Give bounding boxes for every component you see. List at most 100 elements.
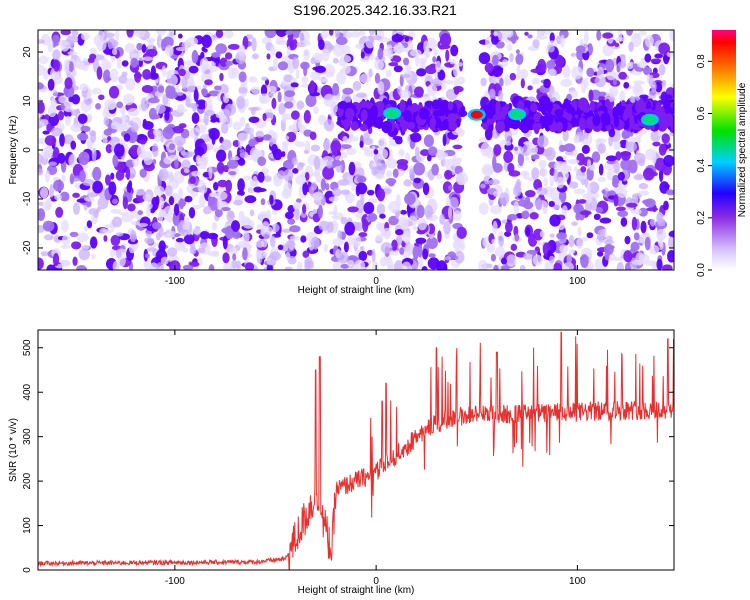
spectrogram-cell (597, 251, 604, 257)
spectrogram-cell (524, 156, 530, 161)
spectrogram-cell (549, 175, 555, 187)
spectrogram-cell (649, 218, 656, 227)
spectrogram-cell (238, 210, 245, 223)
spectrogram-cell (340, 189, 350, 196)
spectrogram-cell (352, 80, 362, 91)
spectrogram-cell (428, 253, 436, 258)
spectrogram-cell (47, 38, 54, 53)
spectrogram-cell (594, 258, 603, 270)
snr-x-ticks: -100 0 100 (165, 330, 586, 587)
spectrogram-cell (320, 30, 329, 39)
spectrogram-cell (561, 205, 568, 217)
spectrogram-cell (536, 187, 548, 196)
spectrogram-cell (231, 67, 240, 78)
spectrogram-y-ticks: -20 -10 0 10 20 (22, 46, 674, 255)
spectrogram-cell (480, 183, 486, 189)
spectrogram-cell (198, 194, 206, 208)
spectrogram-cell (453, 244, 466, 249)
spectrogram-cell (260, 238, 268, 248)
spectrogram-cell (422, 182, 430, 196)
spectrogram-cell (500, 265, 510, 270)
spectrogram-cell (447, 206, 453, 219)
spectrogram-cell (309, 131, 317, 141)
spectrogram-cell (525, 226, 531, 236)
spectrogram-cell (145, 48, 158, 57)
spectrogram-cell (624, 235, 631, 245)
spectrogram-cell (202, 48, 208, 53)
spectrogram-cell (593, 213, 601, 221)
spectrogram-cell (328, 30, 334, 36)
spectrogram-cell (208, 90, 220, 97)
spectrogram-cell (227, 211, 235, 218)
spectrogram-cell (98, 94, 105, 101)
spectrogram-cell (38, 168, 44, 176)
spectrogram-cell (103, 116, 109, 126)
spectrogram-cell (105, 32, 115, 38)
hot-spot-core (643, 115, 656, 124)
spectrogram-cell (585, 191, 593, 204)
spectrogram-cell (340, 144, 352, 149)
spectrogram-band-cell (630, 123, 640, 130)
spectrogram-cell (568, 249, 576, 254)
spectrogram-cell (179, 197, 185, 210)
spectrogram-cell (252, 175, 258, 187)
spectrogram-cell (127, 129, 138, 144)
spectrogram-cell (513, 146, 519, 152)
spectrogram-band-cell (370, 104, 379, 119)
spectrogram-cell (110, 121, 121, 130)
spectrogram-cell (152, 221, 162, 230)
spectrogram-band-cell (554, 109, 564, 117)
spectrogram-cell (296, 100, 305, 110)
spectrogram-cell (478, 52, 491, 65)
spectrogram-cell (609, 92, 615, 98)
x-tick-label: -100 (165, 576, 185, 587)
spectrogram-cell (633, 80, 646, 85)
spectrogram-cell (69, 231, 79, 237)
spectrogram-cell (166, 74, 178, 87)
spectrogram-band-cell (372, 117, 381, 128)
spectrogram-cell (628, 41, 634, 52)
spectrogram-cell (403, 179, 412, 187)
spectrogram-cell (387, 180, 395, 187)
spectrogram-cell (626, 30, 634, 36)
spectrogram-cell (172, 125, 185, 134)
spectrogram-cell (393, 260, 404, 270)
spectrogram-cell (406, 134, 411, 144)
spectrogram-cell (38, 211, 44, 217)
spectrogram-cell (537, 241, 543, 246)
spectrogram-cell (229, 247, 239, 255)
spectrogram-cell (317, 204, 324, 219)
spectrogram-cell (617, 210, 629, 217)
spectrogram-blobs (38, 30, 674, 270)
spectrogram-cell (221, 139, 232, 151)
spectrogram-cell (96, 206, 101, 212)
spectrogram-cell (300, 61, 310, 70)
spectrogram-cell (423, 134, 434, 148)
spectrogram-cell (638, 158, 645, 167)
spectrogram-cell (295, 174, 307, 186)
spectrogram-cell (443, 158, 450, 168)
spectrogram-cell (38, 39, 46, 44)
spectrogram-cell (107, 135, 112, 142)
spectrogram-cell (355, 43, 365, 50)
spectrogram-cell (520, 78, 525, 89)
spectrogram-cell (314, 55, 322, 64)
spectrogram-cell (110, 234, 121, 246)
spectrogram-cell (104, 99, 117, 111)
spectrogram-cell (147, 40, 154, 51)
spectrogram-band-cell (542, 114, 554, 126)
spectrogram-band-cell (495, 120, 506, 133)
spectrogram-y-label: Frequency (Hz) (8, 116, 19, 185)
spectrogram-cell (371, 248, 376, 263)
spectrogram-band-cell (605, 123, 612, 132)
spectrogram-cell (621, 130, 629, 140)
spectrogram-cell (291, 157, 298, 166)
spectrogram-cell (251, 53, 259, 60)
spectrogram-cell (87, 57, 95, 64)
spectrogram-cell (304, 171, 310, 181)
spectrogram-cell (271, 97, 277, 110)
spectrogram-cell (111, 216, 123, 228)
spectrogram-cell (186, 79, 196, 94)
spectrogram-cell (176, 91, 184, 96)
spectrogram-cell (78, 151, 90, 166)
